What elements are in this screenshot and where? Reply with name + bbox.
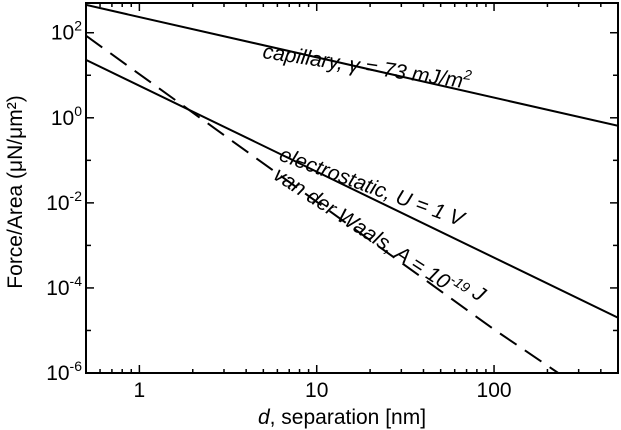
x-tick-label: 100 (477, 379, 512, 402)
electrostatic-line (86, 59, 618, 319)
y-axis-title: Force/Area (μN/μm²) (4, 95, 27, 288)
series-group (86, 3, 618, 373)
van-der-waals-line (86, 34, 559, 373)
y-tick-label: 102 (51, 18, 82, 45)
y-tick-label: 10-2 (46, 188, 82, 215)
capillary-label: capillary, γ = 73 mJ/m2 (261, 36, 473, 94)
y-tick-label: 10-6 (46, 358, 82, 385)
x-axis-title: d, separation [nm] (258, 406, 426, 429)
plot-frame (85, 2, 619, 374)
y-tick-label: 10-4 (46, 273, 82, 300)
x-tick-label: 10 (305, 379, 328, 402)
x-tick-label: 1 (134, 379, 146, 402)
y-tick-label: 100 (51, 103, 82, 130)
capillary-line (86, 3, 618, 127)
